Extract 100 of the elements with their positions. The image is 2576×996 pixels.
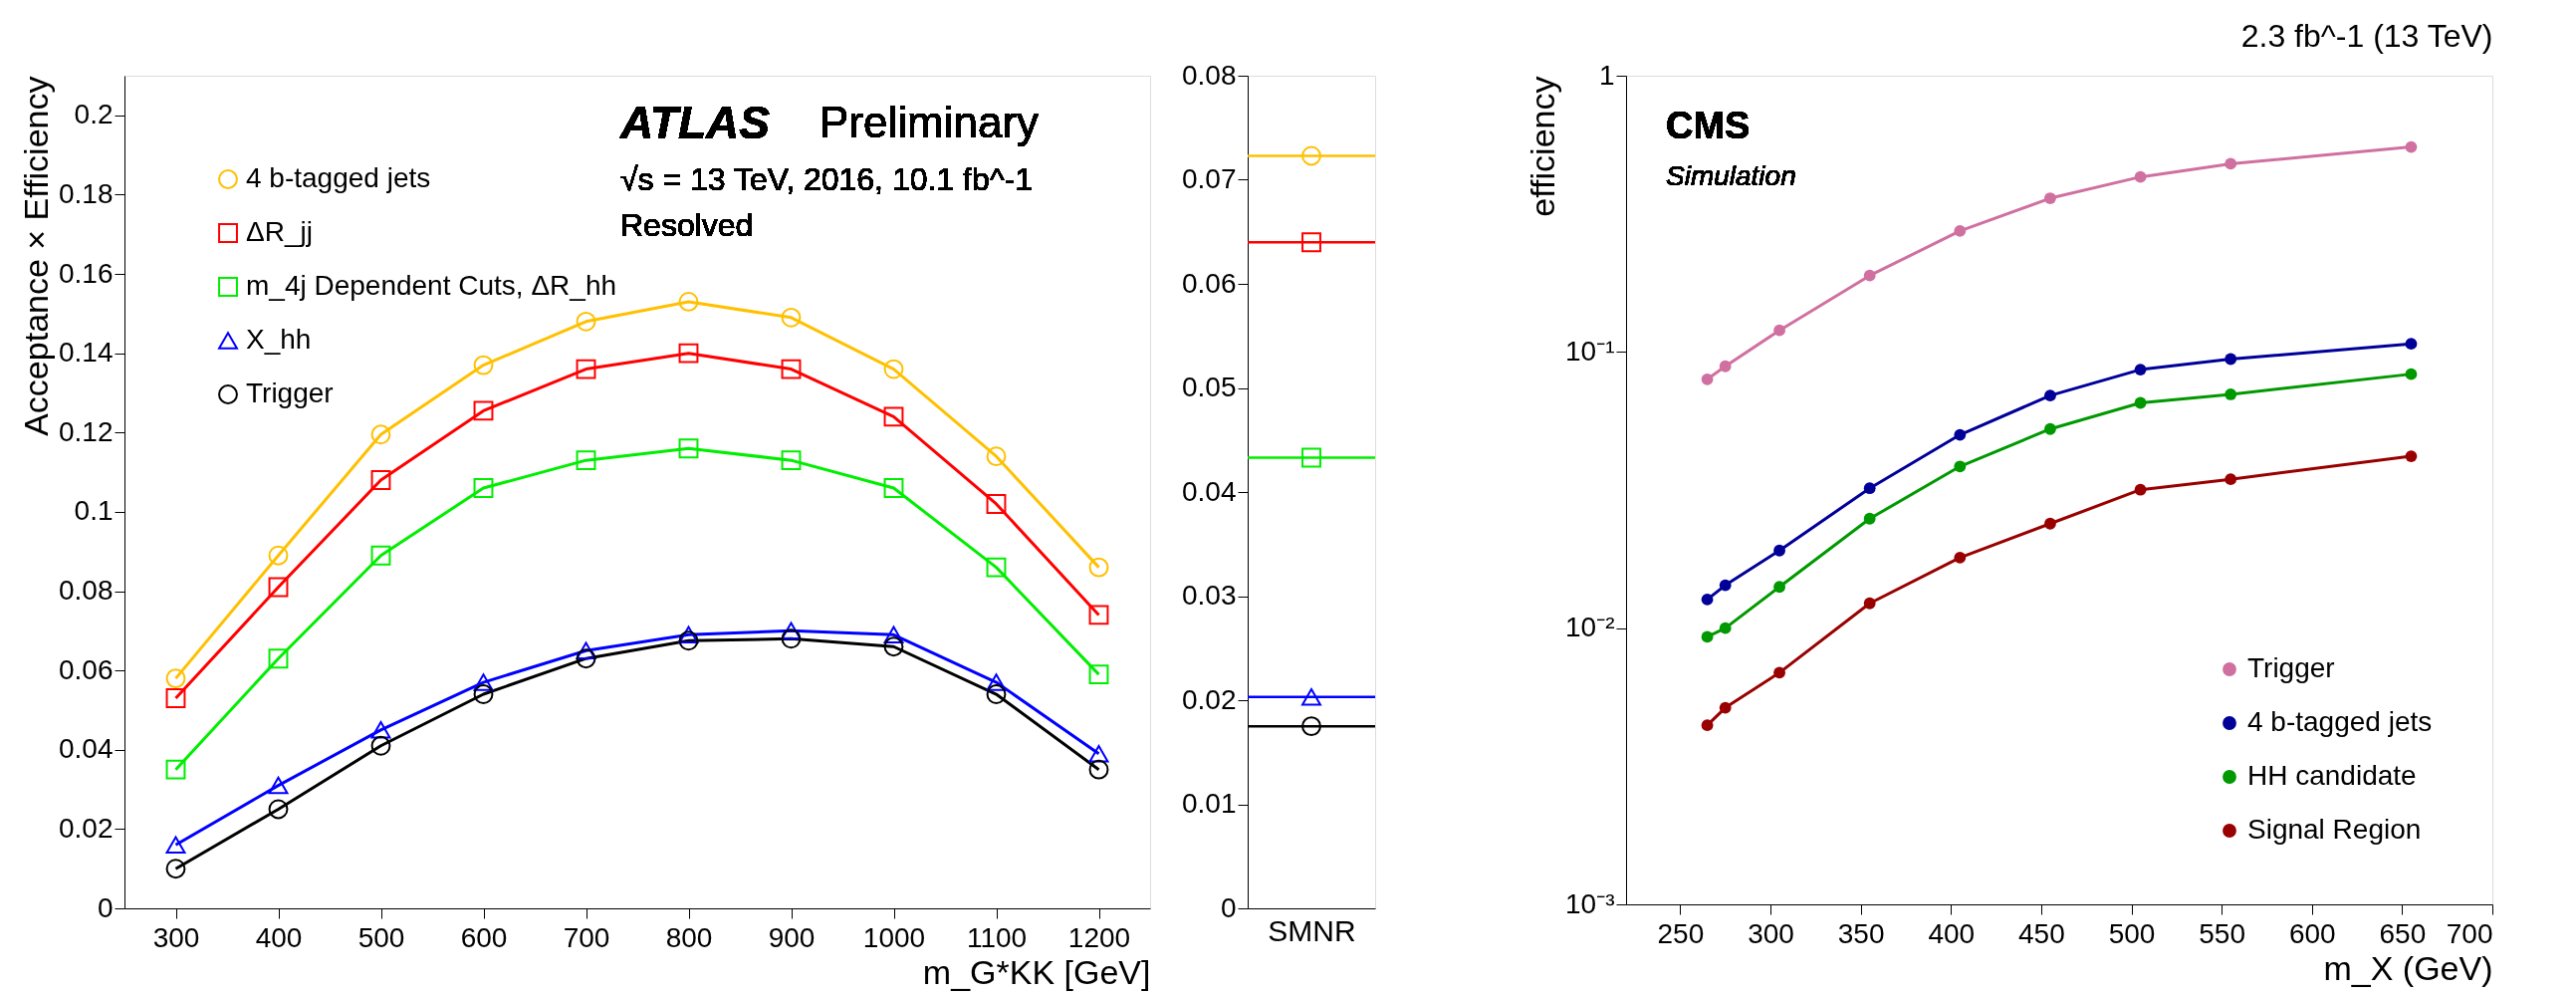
x-tick-label: 1200 [1067, 921, 1131, 953]
x-axis-title: m_X (GeV) [2323, 948, 2493, 987]
x-tick-label: 450 [2018, 917, 2065, 949]
y-tick-label: 0.06 [59, 653, 114, 685]
point [370, 545, 391, 566]
legend-label: Trigger [2247, 652, 2335, 683]
annotation: √s = 13 TeV, 2016, 10.1 fb^-1 [620, 161, 1034, 197]
point [165, 759, 186, 780]
point [986, 446, 1007, 467]
point [883, 406, 904, 427]
point [1863, 482, 1876, 495]
point [370, 424, 391, 445]
y-tick-label: 0.06 [1182, 267, 1237, 299]
point [2405, 338, 2418, 351]
x-tick-label: 500 [357, 921, 405, 953]
point [1954, 225, 1967, 237]
point [1863, 512, 1876, 525]
point [2134, 483, 2147, 496]
y-tick-label: 0.18 [59, 177, 114, 209]
point [781, 628, 802, 649]
point [1773, 544, 1785, 557]
legend-label: Trigger [246, 377, 334, 408]
annotation: Preliminary [820, 98, 1040, 146]
x-tick-label: SMNR [1268, 913, 1356, 947]
point [678, 630, 699, 651]
x-tick-label: 700 [2446, 917, 2493, 949]
x-tick-label: 1100 [966, 921, 1028, 953]
point [1719, 579, 1732, 592]
point [2405, 450, 2418, 463]
point [1863, 269, 1876, 282]
point [576, 311, 596, 332]
point [678, 291, 699, 312]
legend-label: ΔR_jj [246, 216, 313, 247]
point [1088, 745, 1109, 763]
y-tick-label: 0.05 [1182, 372, 1237, 402]
annotation: Resolved [620, 207, 754, 243]
y-tick-label: 0.04 [1182, 475, 1237, 507]
point [473, 355, 494, 375]
annotation: Simulation [1666, 160, 1796, 191]
point [473, 400, 494, 421]
legend-label: Signal Region [2247, 814, 2422, 845]
x-tick-label: 700 [563, 921, 610, 953]
point [2134, 396, 2147, 409]
point [1701, 373, 1714, 385]
point [473, 478, 494, 498]
point [2225, 353, 2237, 366]
point [781, 359, 802, 379]
annotation: ATLAS [619, 97, 771, 148]
point [1773, 666, 1785, 679]
point [2044, 422, 2056, 435]
point [165, 859, 186, 879]
y-tick-label: 0.12 [59, 415, 114, 447]
point [1954, 428, 1967, 441]
y-tick-label: 10⁻³ [1565, 887, 1615, 919]
point [2405, 140, 2418, 153]
point [1701, 719, 1714, 732]
x-tick-label: 550 [2199, 917, 2245, 949]
x-tick-label: 300 [152, 921, 200, 953]
point [986, 684, 1007, 704]
point [2044, 192, 2056, 204]
x-tick-label: 800 [665, 921, 713, 953]
point [986, 673, 1007, 691]
point [1954, 460, 1967, 473]
point [883, 636, 904, 657]
legend-label: 4 b-tagged jets [246, 162, 431, 193]
legend-label: m_4j Dependent Cuts, ΔR_hh [246, 270, 617, 301]
y-tick-label: 0.14 [59, 337, 114, 369]
point [2225, 473, 2237, 486]
x-tick-label: 600 [460, 921, 508, 953]
x-tick-label: 600 [2288, 917, 2336, 949]
point [268, 545, 289, 566]
point [2044, 517, 2056, 530]
point [576, 641, 596, 659]
annotation: CMS [1666, 105, 1751, 146]
y-tick-label: 10⁻² [1565, 612, 1615, 643]
x-tick-label: 650 [2379, 917, 2427, 949]
y-tick-label: 10⁻¹ [1565, 335, 1615, 367]
point [576, 450, 596, 471]
point [1701, 630, 1714, 643]
x-tick-label: 500 [2108, 917, 2156, 949]
y-tick-label: 0 [1220, 891, 1237, 923]
point [1088, 557, 1109, 578]
point [2044, 389, 2056, 402]
point [1863, 597, 1876, 610]
y-tick-label: 0.02 [59, 812, 114, 844]
point [1773, 581, 1785, 594]
point [473, 684, 494, 704]
point [781, 307, 802, 328]
y-tick-label: 0.1 [74, 495, 114, 527]
point [883, 478, 904, 498]
point [2134, 170, 2147, 183]
y-tick-label: 0.08 [59, 575, 114, 607]
point [1719, 622, 1732, 634]
point [678, 625, 699, 644]
point [268, 776, 289, 795]
chart-title: 2.3 fb^-1 (13 TeV) [2240, 18, 2493, 54]
x-tick-label: 900 [768, 921, 816, 953]
point [1773, 324, 1785, 337]
y-tick-label: 0.16 [59, 257, 114, 289]
point [576, 359, 596, 379]
